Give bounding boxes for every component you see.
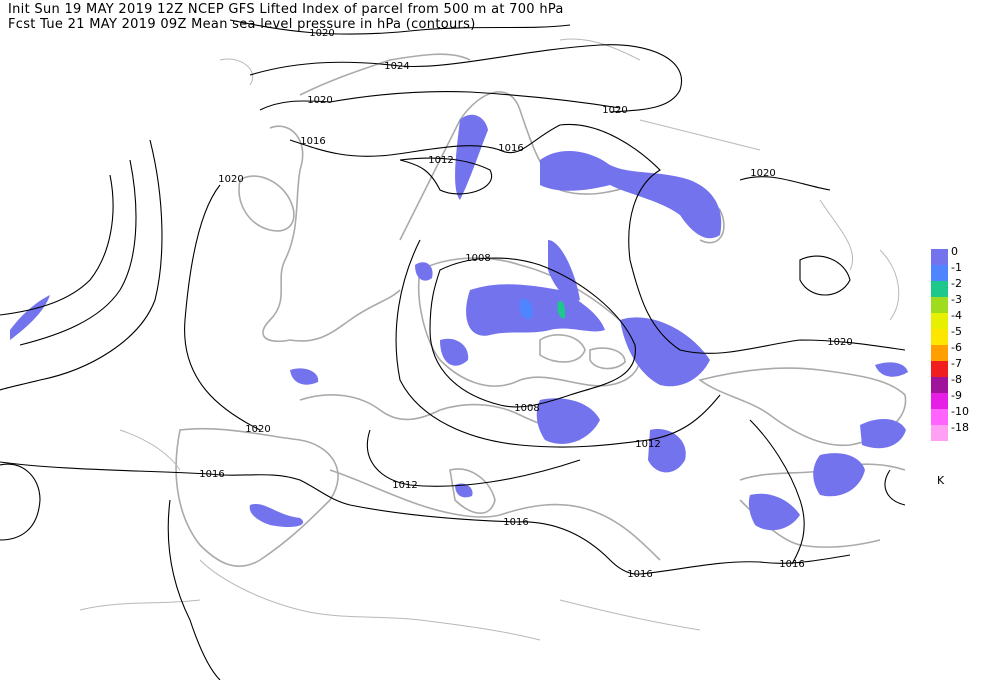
contour-label: 1008	[465, 253, 490, 264]
contour-label: 1016	[199, 469, 224, 480]
legend-swatch	[931, 249, 948, 265]
lifted-index-areas	[10, 114, 908, 531]
contour-labels: 1020 1024 1020 1020 1016 1012 1016 1020 …	[199, 28, 852, 580]
contour-label: 1012	[635, 439, 660, 450]
contour-label: 1020	[827, 337, 852, 348]
contour-label: 1020	[309, 28, 334, 39]
legend-label: -1	[951, 261, 962, 274]
legend-label: -4	[951, 309, 962, 322]
legend: 0 -1 -2 -3 -4 -5 -6 -7 -8 -9 -10 -18	[931, 245, 969, 441]
legend-label: -7	[951, 357, 962, 370]
contour-label: 1020	[245, 424, 270, 435]
legend-label: -10	[951, 405, 969, 418]
legend-swatch	[931, 393, 948, 409]
contour-label: 1016	[498, 143, 523, 154]
isobars	[0, 19, 906, 680]
legend-label: -9	[951, 389, 962, 402]
legend-label: -18	[951, 421, 969, 434]
legend-label: -8	[951, 373, 962, 386]
contour-label: 1016	[300, 136, 325, 147]
legend-swatch	[931, 409, 948, 425]
legend-label: -6	[951, 341, 962, 354]
contour-label: 1024	[384, 61, 409, 72]
legend-swatch	[931, 377, 948, 393]
contour-label: 1012	[392, 480, 417, 491]
contour-label: 1020	[750, 168, 775, 179]
legend-label: -3	[951, 293, 962, 306]
contour-label: 1020	[218, 174, 243, 185]
contour-label: 1008	[514, 403, 539, 414]
contour-label: 1016	[779, 559, 804, 570]
header-line: Init Sun 19 MAY 2019 12Z NCEP GFS Lifted…	[8, 2, 564, 17]
legend-swatch	[931, 265, 948, 281]
legend-swatch	[931, 313, 948, 329]
legend-swatch	[931, 281, 948, 297]
legend-label: 0	[951, 245, 958, 258]
contour-label: 1012	[428, 155, 453, 166]
contour-label: 1016	[503, 517, 528, 528]
legend-swatch	[931, 425, 948, 441]
header-line: Fcst Tue 21 MAY 2019 09Z Mean sea level …	[8, 17, 476, 32]
contour-label: 1016	[627, 569, 652, 580]
contour-label: 1020	[602, 105, 627, 116]
contour-label: 1020	[307, 95, 332, 106]
legend-swatch	[931, 329, 948, 345]
legend-swatch	[931, 345, 948, 361]
legend-swatch	[931, 361, 948, 377]
legend-unit: K	[937, 474, 945, 487]
legend-swatch	[931, 297, 948, 313]
legend-label: -5	[951, 325, 962, 338]
legend-label: -2	[951, 277, 962, 290]
